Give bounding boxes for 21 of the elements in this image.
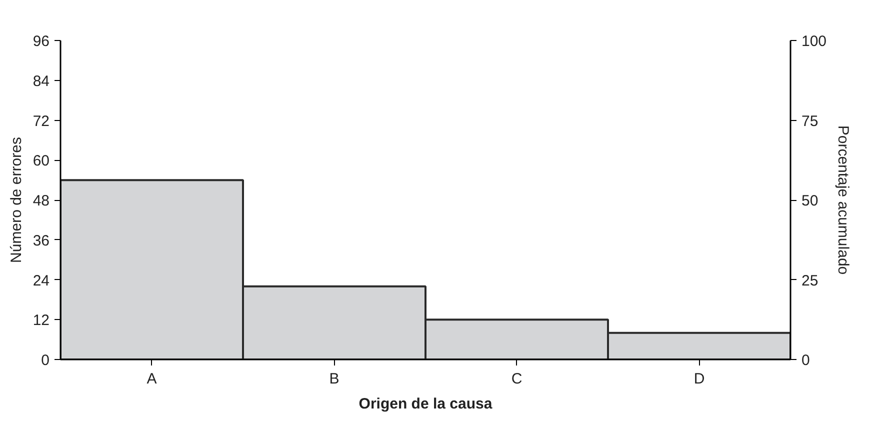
x-tick-label: B: [329, 370, 340, 388]
y-axis-title: Número de errores: [8, 137, 25, 263]
x-tick-label: C: [511, 370, 522, 388]
y-tick-label: 48: [32, 192, 50, 210]
y-tick-label: 96: [32, 33, 50, 50]
y-tick-label: 36: [32, 232, 50, 250]
y2-tick-label: 75: [802, 112, 818, 130]
y2-axis-title: Porcentaje acumulado: [834, 125, 852, 275]
x-tick-label: D: [694, 370, 705, 388]
y2-tick-label: 0: [802, 352, 810, 369]
y-tick-label: 24: [32, 272, 50, 290]
y-tick-label: 12: [32, 312, 50, 330]
y2-tick-label: 100: [802, 33, 827, 50]
y2-tick-label: 50: [802, 192, 818, 210]
y-tick-label: 72: [32, 112, 50, 130]
y-tick-label: 0: [41, 352, 50, 369]
y-tick-label: 84: [32, 72, 50, 90]
x-axis-title: Origen de la causa: [358, 396, 493, 412]
y2-tick-label: 25: [802, 272, 818, 290]
y-tick-label: 60: [32, 152, 50, 170]
x-tick-label: A: [146, 370, 157, 388]
